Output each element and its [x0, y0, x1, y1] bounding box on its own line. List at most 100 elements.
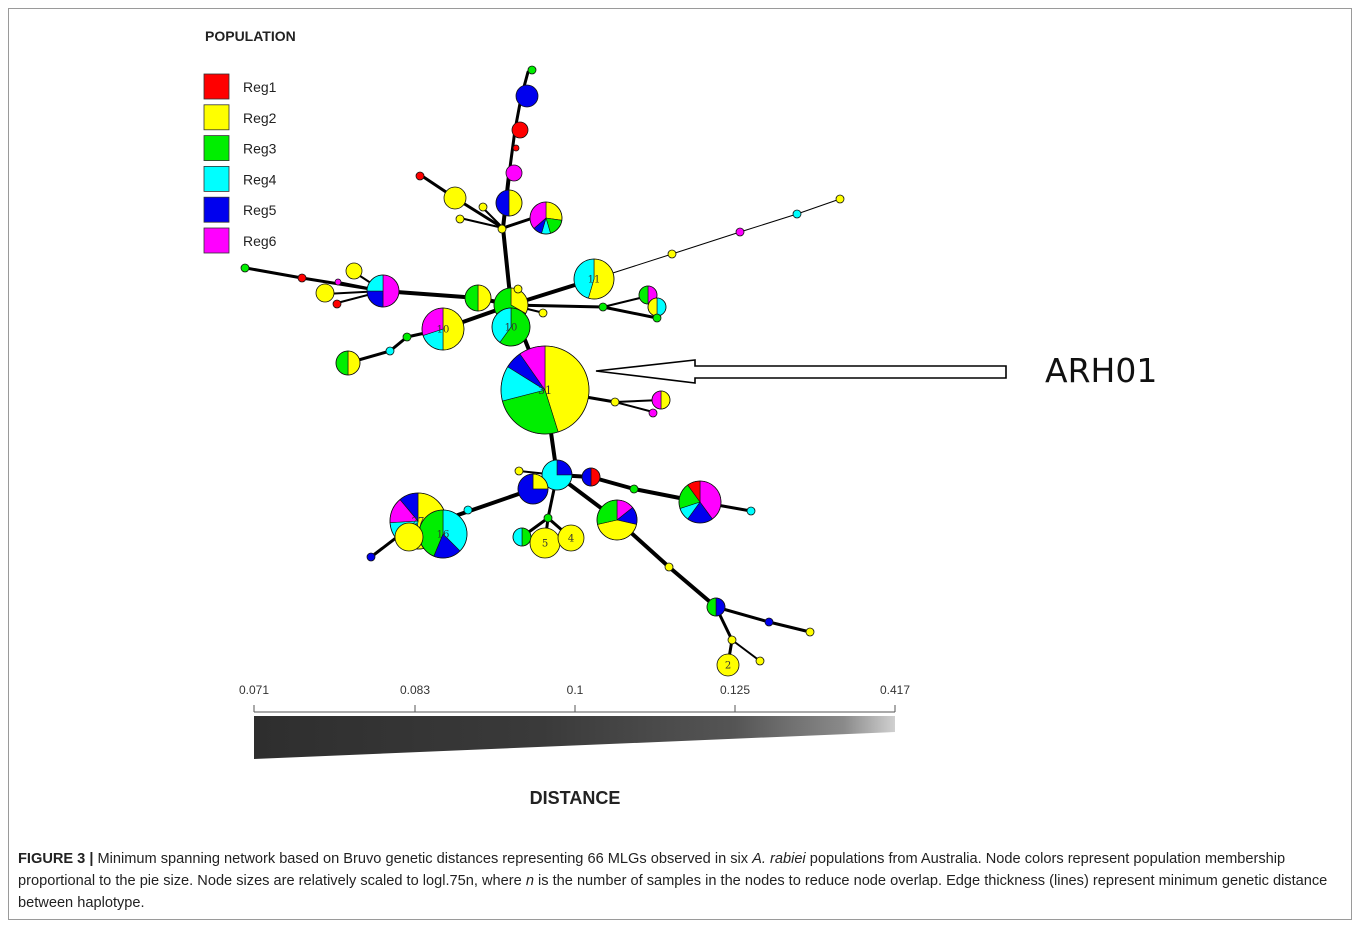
network-node	[746, 506, 756, 516]
network-node	[598, 302, 608, 312]
node-count-label: 16	[437, 530, 450, 541]
pie-slice	[735, 227, 745, 237]
pie-outline	[495, 189, 523, 217]
network-edge	[767, 620, 812, 634]
pie-slice	[715, 597, 726, 617]
network-node	[415, 171, 425, 181]
pie-slice	[746, 506, 756, 516]
network-node	[629, 484, 639, 494]
pie-outline	[651, 390, 671, 410]
caption-species: A. rabiei	[752, 851, 806, 867]
pie-slice	[508, 189, 523, 217]
network-nodes: 11 10 10 31 27 16 5 4 2	[240, 65, 845, 677]
network-node	[541, 459, 573, 491]
network-node	[651, 390, 671, 410]
network-node	[478, 202, 488, 212]
pie-slice	[638, 285, 649, 305]
network-node	[667, 249, 677, 259]
pie-slice	[557, 524, 585, 552]
network-node	[514, 466, 524, 476]
pie-slice	[334, 278, 342, 286]
pie-outline	[581, 467, 601, 487]
pie-slice	[415, 171, 425, 181]
network-node	[835, 194, 845, 204]
node-count-label: 10	[505, 323, 518, 334]
network-node	[345, 262, 363, 280]
network-edge	[482, 207, 504, 229]
pie-slice	[515, 84, 539, 108]
pie-slice	[727, 635, 737, 645]
network-node	[638, 285, 658, 305]
legend-title: POPULATION	[205, 28, 296, 44]
network-node-hub	[500, 345, 590, 435]
network-node	[527, 65, 537, 75]
pie-slice	[455, 214, 465, 224]
network-node	[792, 209, 802, 219]
network-node	[755, 656, 765, 666]
pie-outline	[678, 480, 722, 524]
pie-slice	[545, 201, 563, 221]
network-node-n10b	[491, 307, 531, 347]
arh01-label: ARH01	[1045, 351, 1157, 390]
pie-outline	[464, 284, 492, 312]
pie-slice	[240, 263, 250, 273]
network-node	[497, 224, 507, 234]
legend-swatch-reg3	[203, 135, 230, 162]
pie-slice	[511, 121, 529, 139]
legend-swatch-reg2	[203, 104, 230, 131]
pie-outline	[421, 307, 465, 351]
legend-label-reg1: Reg1	[243, 79, 277, 95]
legend-label-reg2: Reg2	[243, 110, 277, 126]
caption-part3: is the number of samples in the nodes to…	[18, 873, 1328, 911]
pie-slice	[505, 164, 523, 182]
pie-slice	[835, 194, 845, 204]
legend-label-reg4: Reg4	[243, 171, 277, 187]
network-node	[581, 467, 601, 487]
pie-slice	[463, 505, 473, 515]
network-node-n11	[573, 258, 615, 300]
pie-slice	[596, 499, 618, 525]
node-count-label: 2	[725, 661, 731, 672]
network-node	[335, 350, 361, 376]
network-node-n2	[716, 653, 740, 677]
legend-swatch-reg6	[203, 227, 230, 254]
pie-slice	[477, 284, 492, 312]
pie-slice	[297, 273, 307, 283]
distance-gradient-bar	[254, 716, 895, 759]
network-node	[366, 552, 376, 562]
network-node	[332, 299, 342, 309]
legend-label-reg5: Reg5	[243, 202, 277, 218]
pie-slice	[512, 527, 523, 547]
node-count-label: 4	[568, 534, 574, 545]
network-node	[517, 473, 549, 505]
pie-outline	[366, 274, 400, 308]
legend-swatch-reg1	[203, 73, 230, 100]
pie-slice	[497, 224, 507, 234]
network-node	[455, 214, 465, 224]
pie-slice	[610, 397, 620, 407]
pie-slice	[764, 617, 774, 627]
network-node	[647, 297, 667, 317]
network-edge	[667, 565, 718, 609]
caption-n-variable: n	[525, 873, 534, 889]
pie-slice	[651, 390, 662, 410]
distance-scale: 0.071 0.083 0.1 0.125 0.417 DISTANCE	[239, 683, 910, 808]
pie-slice	[347, 350, 361, 376]
pie-slice	[315, 283, 335, 303]
node-count-label: 27	[412, 517, 425, 528]
network-node	[505, 164, 523, 182]
scale-tick-label: 0.1	[567, 683, 584, 697]
network-node	[538, 308, 548, 318]
pie-slice	[538, 308, 548, 318]
legend-swatch-reg4	[203, 165, 230, 192]
network-edge	[459, 217, 504, 229]
scale-tick-label: 0.417	[880, 683, 910, 697]
network-node	[366, 274, 400, 308]
pie-slice	[581, 467, 592, 487]
network-node-n4	[557, 524, 585, 552]
network-node	[735, 227, 745, 237]
network-node	[652, 313, 662, 323]
network-node	[513, 284, 523, 294]
network-node	[334, 278, 342, 286]
network-node	[610, 397, 620, 407]
